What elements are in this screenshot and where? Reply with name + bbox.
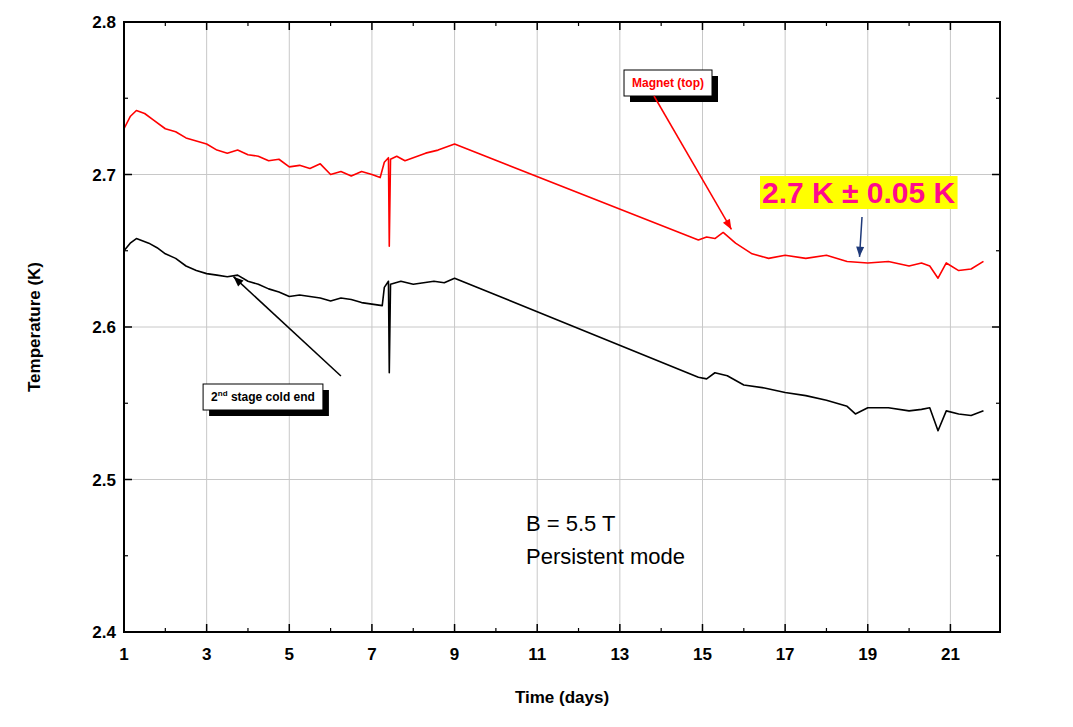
- annotation: 2.7 K ± 0.05 K: [762, 176, 956, 209]
- series-line: [124, 110, 983, 278]
- x-minor-tick: [247, 22, 248, 26]
- x-tick: [371, 624, 373, 632]
- series-line: [124, 239, 983, 431]
- y-tick: [124, 326, 132, 328]
- series-label-arrow: [234, 277, 341, 376]
- y-minor-tick: [124, 98, 128, 99]
- series-group: [124, 110, 983, 430]
- x-tick-top: [454, 22, 456, 30]
- x-tick: [206, 624, 208, 632]
- x-tick-top: [371, 22, 373, 30]
- y-axis-title: Temperature (K): [25, 262, 44, 392]
- x-tick-top: [619, 22, 621, 30]
- y-tick-right: [992, 174, 1000, 176]
- x-minor-tick: [165, 628, 166, 632]
- y-minor-tick: [996, 403, 1000, 404]
- y-minor-tick: [124, 403, 128, 404]
- ticks: [124, 22, 1000, 632]
- x-tick-label: 5: [285, 645, 294, 664]
- y-minor-tick: [996, 98, 1000, 99]
- x-minor-tick: [908, 22, 909, 26]
- x-tick-top: [206, 22, 208, 30]
- series-label: 2nd stage cold end: [203, 384, 329, 416]
- chart: 135791113151719212.42.52.62.72.8Time (da…: [0, 0, 1073, 727]
- y-tick-right: [992, 631, 1000, 633]
- x-tick-label: 15: [693, 645, 712, 664]
- x-tick-top: [536, 22, 538, 30]
- x-minor-tick: [495, 22, 496, 26]
- x-tick-label: 7: [367, 645, 376, 664]
- x-tick-label: 1: [119, 645, 128, 664]
- x-tick-label: 13: [610, 645, 629, 664]
- x-axis-title: Time (days): [515, 688, 609, 707]
- x-minor-tick: [743, 628, 744, 632]
- annotation: B = 5.5 T: [526, 511, 615, 536]
- x-tick: [454, 624, 456, 632]
- x-tick: [784, 624, 786, 632]
- x-minor-tick: [247, 628, 248, 632]
- x-tick-label: 17: [776, 645, 795, 664]
- y-grid-line: [124, 479, 1000, 480]
- x-tick-top: [702, 22, 704, 30]
- y-tick-label: 2.6: [92, 318, 116, 337]
- x-minor-tick: [413, 22, 414, 26]
- plot-frame: [124, 22, 1000, 632]
- x-tick: [123, 624, 125, 632]
- x-tick-label: 11: [528, 645, 546, 664]
- x-tick: [702, 624, 704, 632]
- series-label-text: Magnet (top): [632, 76, 704, 90]
- x-tick-top: [784, 22, 786, 30]
- x-minor-tick: [413, 628, 414, 632]
- y-tick: [124, 21, 132, 23]
- y-tick-right: [992, 326, 1000, 328]
- series-label-text: 2nd stage cold end: [211, 389, 315, 404]
- y-tick-label: 2.5: [92, 471, 116, 490]
- y-tick-label: 2.4: [92, 623, 116, 642]
- x-tick-label: 3: [202, 645, 211, 664]
- y-grid-line: [124, 174, 1000, 175]
- y-minor-tick: [996, 555, 1000, 556]
- series-label-arrow: [654, 96, 731, 229]
- x-tick-top: [867, 22, 869, 30]
- y-grid-line: [124, 327, 1000, 328]
- x-minor-tick: [661, 628, 662, 632]
- y-minor-tick: [124, 250, 128, 251]
- x-tick: [619, 624, 621, 632]
- x-tick-label: 9: [450, 645, 459, 664]
- x-minor-tick: [661, 22, 662, 26]
- y-tick-right: [992, 479, 1000, 481]
- annotation: Persistent mode: [526, 544, 685, 569]
- x-tick-top: [123, 22, 125, 30]
- y-tick-right: [992, 21, 1000, 23]
- x-minor-tick: [165, 22, 166, 26]
- annotation-arrow: [856, 217, 864, 257]
- y-tick: [124, 479, 132, 481]
- x-minor-tick: [578, 22, 579, 26]
- y-minor-tick: [124, 555, 128, 556]
- x-minor-tick: [330, 628, 331, 632]
- x-tick: [950, 624, 952, 632]
- y-tick: [124, 174, 132, 176]
- series-label: Magnet (top): [624, 70, 718, 102]
- x-minor-tick: [495, 628, 496, 632]
- x-minor-tick: [908, 628, 909, 632]
- x-minor-tick: [330, 22, 331, 26]
- x-minor-tick: [826, 628, 827, 632]
- grid: [124, 22, 1000, 632]
- x-minor-tick: [743, 22, 744, 26]
- x-tick-label: 19: [858, 645, 877, 664]
- y-minor-tick: [996, 250, 1000, 251]
- x-tick: [867, 624, 869, 632]
- y-tick-label: 2.7: [92, 166, 116, 185]
- x-minor-tick: [578, 628, 579, 632]
- x-minor-tick: [826, 22, 827, 26]
- x-tick-top: [950, 22, 952, 30]
- x-tick-label: 21: [941, 645, 960, 664]
- x-tick: [536, 624, 538, 632]
- x-tick: [289, 624, 291, 632]
- y-tick-label: 2.8: [92, 13, 116, 32]
- x-tick-top: [289, 22, 291, 30]
- y-tick: [124, 631, 132, 633]
- highlight-annotation: 2.7 K ± 0.05 K: [760, 176, 958, 209]
